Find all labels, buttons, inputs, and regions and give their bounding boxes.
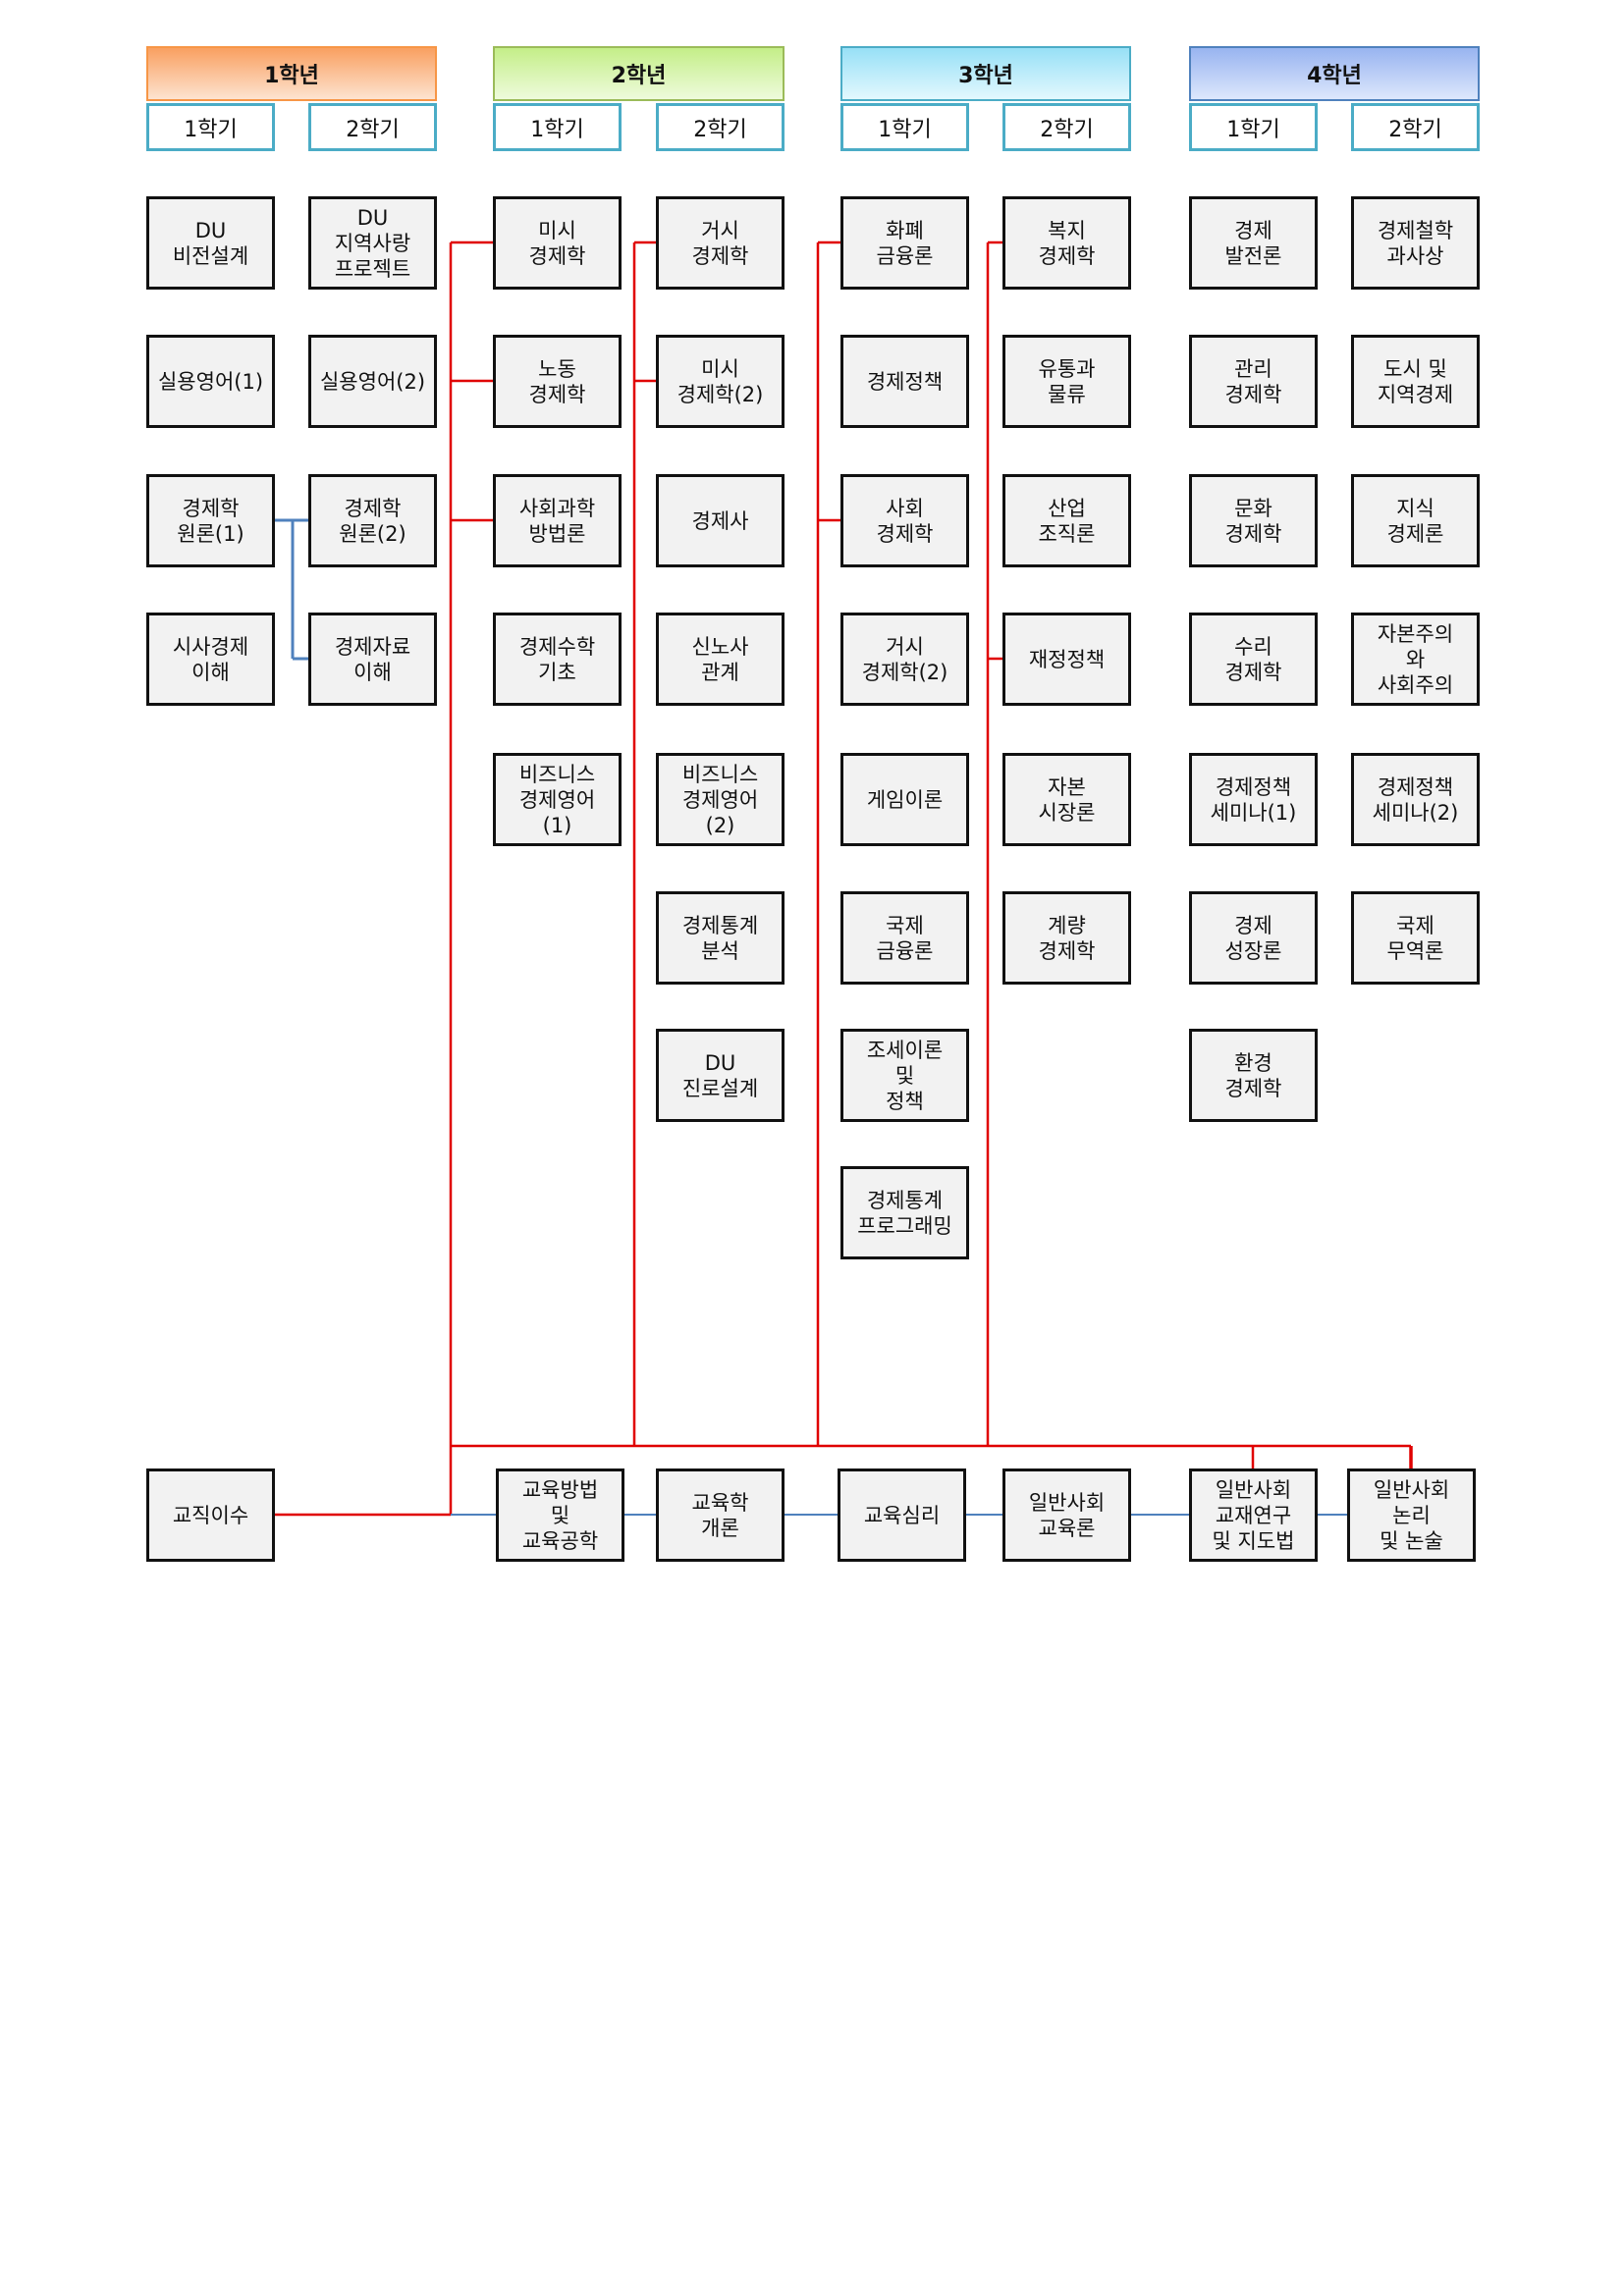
course-box: 수리 경제학 <box>1189 613 1318 706</box>
course-box: 경제통계 분석 <box>656 891 785 985</box>
course-box: 자본 시장론 <box>1002 753 1131 846</box>
course-box: 환경 경제학 <box>1189 1029 1318 1122</box>
semester-header: 2학기 <box>656 103 785 151</box>
semester-header: 1학기 <box>146 103 275 151</box>
year-header-1: 1학년 <box>146 46 437 101</box>
course-box: 국제 금융론 <box>840 891 969 985</box>
course-box: 비즈니스 경제영어 (1) <box>493 753 622 846</box>
course-box: DU 진로설계 <box>656 1029 785 1122</box>
course-box: 복지 경제학 <box>1002 196 1131 290</box>
course-box: 산업 조직론 <box>1002 474 1131 567</box>
course-box: 경제자료 이해 <box>308 613 437 706</box>
course-box: 문화 경제학 <box>1189 474 1318 567</box>
course-box: 노동 경제학 <box>493 335 622 428</box>
course-box: 경제학 원론(1) <box>146 474 275 567</box>
course-box: 실용영어(2) <box>308 335 437 428</box>
course-box: 도시 및 지역경제 <box>1351 335 1480 428</box>
teaching-course-box: 일반사회 교육론 <box>1002 1468 1131 1562</box>
course-box: 계량 경제학 <box>1002 891 1131 985</box>
year-header-4: 4학년 <box>1189 46 1480 101</box>
course-box: 거시 경제학(2) <box>840 613 969 706</box>
course-box: 유통과 물류 <box>1002 335 1131 428</box>
course-box: 사회 경제학 <box>840 474 969 567</box>
course-box: 신노사 관계 <box>656 613 785 706</box>
year-header-3: 3학년 <box>840 46 1131 101</box>
teaching-course-box: 일반사회 교재연구 및 지도법 <box>1189 1468 1318 1562</box>
teaching-course-box: 교육심리 <box>838 1468 966 1562</box>
course-box: 비즈니스 경제영어 (2) <box>656 753 785 846</box>
course-box: 관리 경제학 <box>1189 335 1318 428</box>
course-box: 게임이론 <box>840 753 969 846</box>
year-header-2: 2학년 <box>493 46 785 101</box>
course-box: 경제통계 프로그래밍 <box>840 1166 969 1259</box>
teaching-course-start: 교직이수 <box>146 1468 275 1562</box>
course-box: 미시 경제학 <box>493 196 622 290</box>
teaching-course-box: 일반사회 논리 및 논술 <box>1347 1468 1476 1562</box>
teaching-course-box: 교육학 개론 <box>656 1468 785 1562</box>
course-box: DU 비전설계 <box>146 196 275 290</box>
course-box: DU 지역사랑 프로젝트 <box>308 196 437 290</box>
semester-header: 2학기 <box>1002 103 1131 151</box>
semester-header: 2학기 <box>308 103 437 151</box>
course-box: 경제철학 과사상 <box>1351 196 1480 290</box>
course-box: 경제학 원론(2) <box>308 474 437 567</box>
course-box: 실용영어(1) <box>146 335 275 428</box>
course-box: 자본주의 와 사회주의 <box>1351 613 1480 706</box>
course-box: 국제 무역론 <box>1351 891 1480 985</box>
course-box: 경제정책 <box>840 335 969 428</box>
semester-header: 2학기 <box>1351 103 1480 151</box>
course-box: 경제정책 세미나(1) <box>1189 753 1318 846</box>
course-box: 경제 발전론 <box>1189 196 1318 290</box>
course-box: 경제사 <box>656 474 785 567</box>
course-box: 사회과학 방법론 <box>493 474 622 567</box>
course-box: 화폐 금융론 <box>840 196 969 290</box>
course-box: 지식 경제론 <box>1351 474 1480 567</box>
course-box: 시사경제 이해 <box>146 613 275 706</box>
course-box: 경제정책 세미나(2) <box>1351 753 1480 846</box>
teaching-course-box: 교육방법 및 교육공학 <box>496 1468 624 1562</box>
course-box: 미시 경제학(2) <box>656 335 785 428</box>
course-box: 거시 경제학 <box>656 196 785 290</box>
course-box: 경제 성장론 <box>1189 891 1318 985</box>
semester-header: 1학기 <box>840 103 969 151</box>
course-box: 재정정책 <box>1002 613 1131 706</box>
semester-header: 1학기 <box>493 103 622 151</box>
course-box: 경제수학 기초 <box>493 613 622 706</box>
semester-header: 1학기 <box>1189 103 1318 151</box>
course-box: 조세이론 및 정책 <box>840 1029 969 1122</box>
